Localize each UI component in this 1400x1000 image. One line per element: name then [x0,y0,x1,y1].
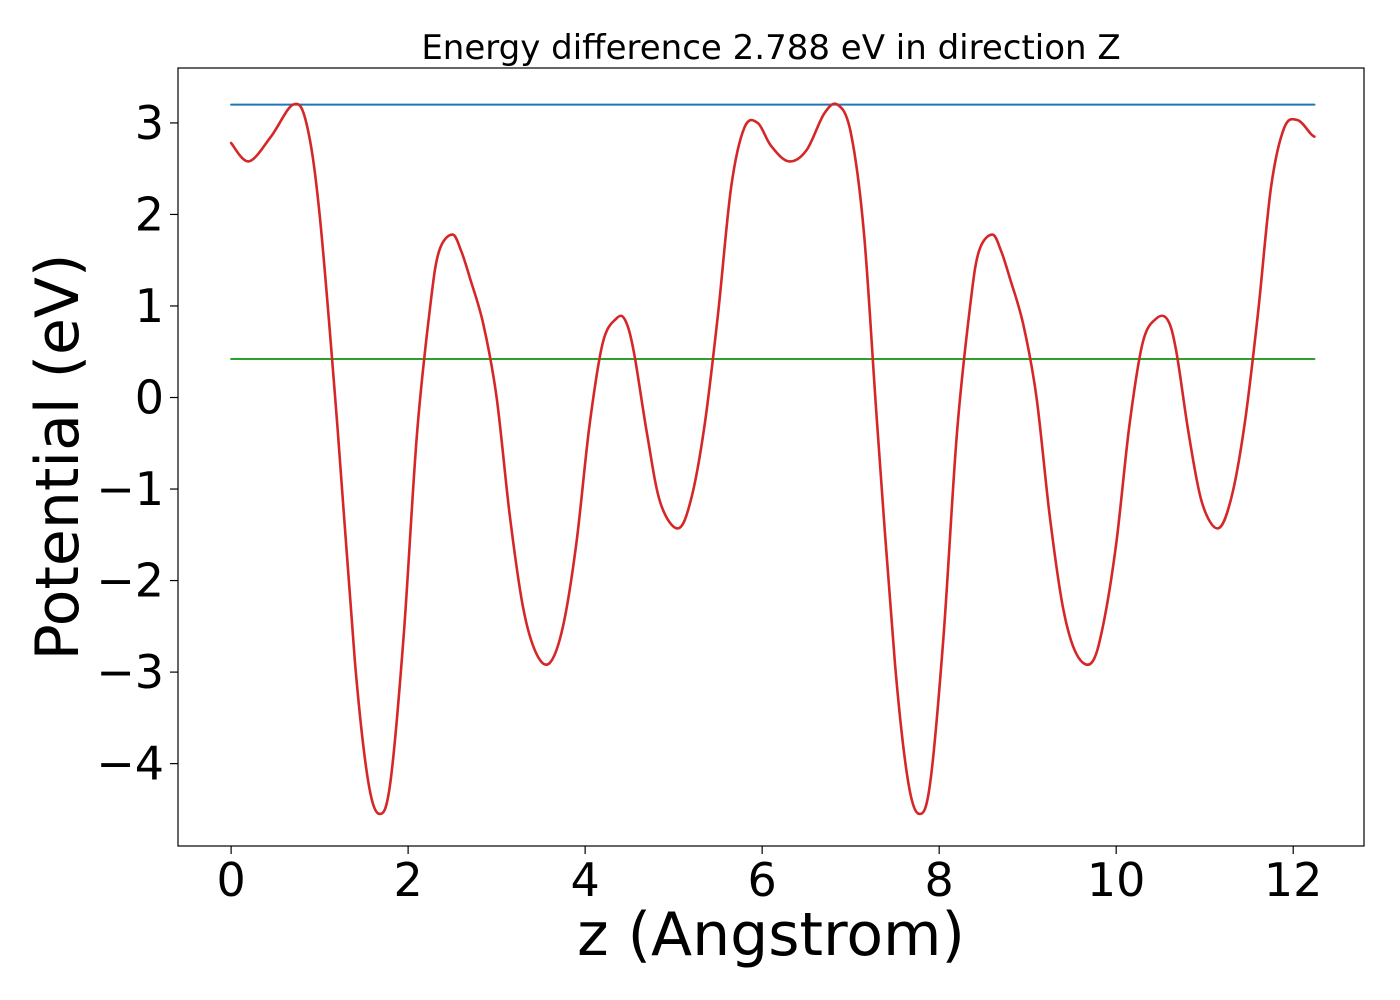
x-tick-label: 0 [216,853,245,907]
x-tick-label: 8 [925,853,954,907]
x-tick-label: 2 [393,853,422,907]
y-tick-label: −2 [96,554,164,608]
y-tick-label: 0 [135,371,164,425]
plot-frame [177,67,1365,847]
y-tick-label: −1 [96,462,164,516]
y-tick-label: 2 [135,187,164,241]
y-tick-label: 1 [135,279,164,333]
x-tick-label: 4 [570,853,599,907]
x-tick-label: 6 [748,853,777,907]
x-axis-label: z (Angstrom) [577,900,965,970]
y-axis-label: Potential (eV) [23,254,93,661]
series-line-3 [229,102,1316,816]
y-tick-label: 3 [135,96,164,150]
y-tick-label: −4 [96,737,164,791]
y-tick-label: −3 [96,645,164,699]
series-layer [229,102,1316,816]
chart-title: Energy difference 2.788 eV in direction … [421,28,1120,68]
x-tick-label: 10 [1087,853,1146,907]
x-tick-label: 12 [1264,853,1323,907]
x-axis: 0 2 4 6 8 10 12 [216,846,1322,907]
y-axis: −4 −3 −2 −1 0 1 2 3 [96,96,178,791]
